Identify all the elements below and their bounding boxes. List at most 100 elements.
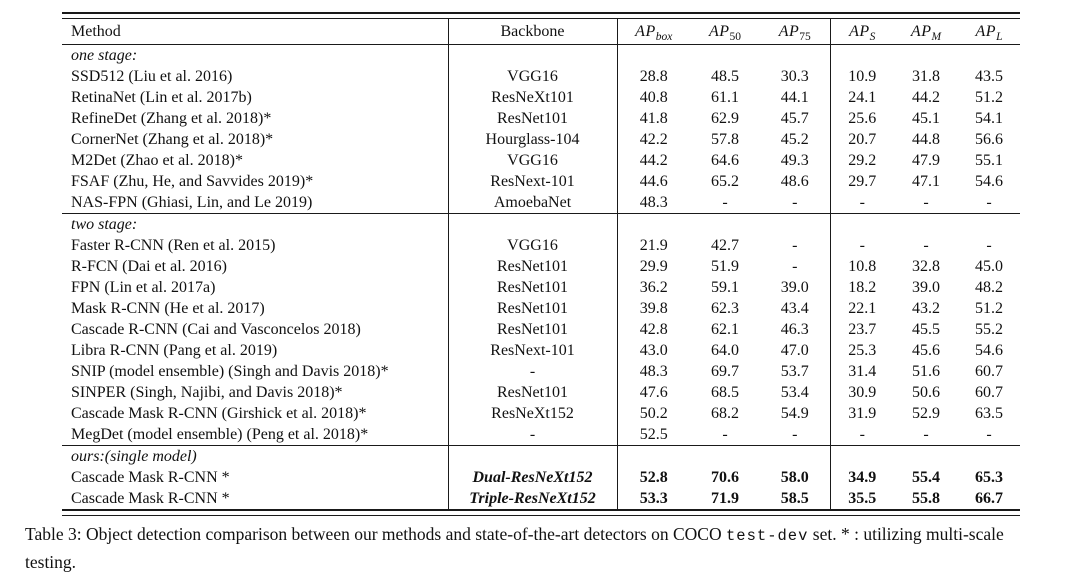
method-cell: FPN (Lin et al. 2017a) xyxy=(71,278,216,296)
value-cell: 29.9 xyxy=(639,257,668,275)
caption-text-suffix: set. * : utilizing multi-scale testing. xyxy=(25,524,1004,572)
table-row: R-FCN (Dai et al. 2016) ResNet101 29.9 51.9… xyxy=(62,256,1020,277)
empty-cell xyxy=(829,445,894,467)
empty-cell xyxy=(958,213,1020,235)
empty-cell xyxy=(690,44,760,66)
empty-cell xyxy=(894,445,958,467)
value-cell: 62.1 xyxy=(711,320,739,338)
table-row: Cascade Mask R-CNN * Dual-ResNeXt152 52.8 7… xyxy=(62,467,1020,488)
value-cell: 55.2 xyxy=(975,320,1003,338)
value-cell: 58.5 xyxy=(780,489,809,507)
value-cell: - xyxy=(986,193,992,211)
value-cell: - xyxy=(792,257,798,275)
value-cell: 53.3 xyxy=(639,489,668,507)
section-label: one stage: xyxy=(71,46,138,64)
method-cell: MegDet (model ensemble) (Peng et al. 201… xyxy=(71,425,369,443)
method-cell: M2Det (Zhao et al. 2018)* xyxy=(71,151,243,169)
caption-text-prefix: Table 3: Object detection comparison bet… xyxy=(25,524,726,544)
method-cell: Faster R-CNN (Ren et al. 2015) xyxy=(71,236,276,254)
metric-subscript: S xyxy=(869,30,876,43)
metric-subscript: 50 xyxy=(729,30,742,43)
value-cell: 22.1 xyxy=(829,298,894,319)
empty-cell xyxy=(690,213,760,235)
value-cell: - xyxy=(923,425,929,443)
value-cell: - xyxy=(792,193,798,211)
method-cell: SNIP (model ensemble) (Singh and Davis 2… xyxy=(71,362,389,380)
value-cell: 20.7 xyxy=(829,129,894,150)
value-cell: 28.8 xyxy=(639,67,668,85)
method-cell: Cascade Mask R-CNN * xyxy=(71,489,230,507)
backbone-cell: ResNext-101 xyxy=(447,340,618,361)
metric-subscript: L xyxy=(996,30,1003,43)
table-row: SINPER (Singh, Najibi, and Davis 2018)* R… xyxy=(62,382,1020,403)
method-cell: Cascade R-CNN (Cai and Vasconcelos 2018) xyxy=(71,320,361,338)
value-cell: 44.8 xyxy=(912,130,940,148)
value-cell: 25.6 xyxy=(829,108,894,129)
section-label-cell: ours:(single model) xyxy=(62,445,448,467)
section-label: two stage: xyxy=(71,215,138,233)
value-cell: 10.8 xyxy=(829,256,894,277)
backbone-cell: - xyxy=(447,424,618,446)
value-cell: - xyxy=(792,236,798,254)
value-cell: 54.1 xyxy=(975,109,1003,127)
value-cell: - xyxy=(722,425,728,443)
value-cell: 21.9 xyxy=(639,236,668,254)
value-cell: 31.9 xyxy=(829,403,894,424)
table-bottom-rule xyxy=(62,509,1020,516)
value-cell: 65.3 xyxy=(975,468,1003,486)
empty-cell xyxy=(690,445,760,467)
method-cell: NAS-FPN (Ghiasi, Lin, and Le 2019) xyxy=(71,193,313,211)
column-header-backbone: Backbone xyxy=(447,19,618,45)
metric-base: AP xyxy=(975,22,997,40)
results-table: Method Backbone APbox AP50 AP75 APS APM APL o… xyxy=(62,19,1020,509)
value-cell: 10.9 xyxy=(829,66,894,87)
column-header-ap-l: APL xyxy=(958,19,1020,45)
value-cell: 46.3 xyxy=(780,320,809,338)
value-cell: 43.2 xyxy=(912,299,940,317)
value-cell: 25.3 xyxy=(829,340,894,361)
value-cell: 31.4 xyxy=(829,361,894,382)
value-cell: 69.7 xyxy=(711,362,739,380)
table-row: M2Det (Zhao et al. 2018)* VGG16 44.2 64.6 49… xyxy=(62,150,1020,171)
value-cell: 51.9 xyxy=(711,257,739,275)
empty-cell xyxy=(617,213,690,235)
empty-cell xyxy=(447,445,618,467)
value-cell: 30.9 xyxy=(829,382,894,403)
backbone-cell: VGG16 xyxy=(447,235,618,256)
backbone-cell: Hourglass-104 xyxy=(447,129,618,150)
value-cell: 51.6 xyxy=(912,362,940,380)
method-cell: Mask R-CNN (He et al. 2017) xyxy=(71,299,265,317)
value-cell: 44.6 xyxy=(639,172,668,190)
value-cell: 45.6 xyxy=(912,341,940,359)
backbone-cell: ResNext-101 xyxy=(447,171,618,192)
backbone-cell: ResNet101 xyxy=(447,256,618,277)
table-row: FPN (Lin et al. 2017a) ResNet101 36.2 59.1 3… xyxy=(62,277,1020,298)
table-header-row: Method Backbone APbox AP50 AP75 APS APM APL xyxy=(62,19,1020,45)
value-cell: 39.0 xyxy=(780,278,809,296)
section-label: ours:(single model) xyxy=(71,447,197,465)
metric-base: AP xyxy=(708,22,730,40)
column-header-ap-m: APM xyxy=(894,19,958,45)
empty-cell xyxy=(447,213,618,235)
value-cell: 48.5 xyxy=(711,67,739,85)
column-header-ap-75: AP75 xyxy=(760,19,830,45)
table-row: CornerNet (Zhang et al. 2018)* Hourglass-… xyxy=(62,129,1020,150)
value-cell: 29.2 xyxy=(829,150,894,171)
value-cell: 66.7 xyxy=(975,489,1003,507)
value-cell: 42.2 xyxy=(639,130,668,148)
section-label-cell: one stage: xyxy=(62,44,448,66)
value-cell: - xyxy=(986,425,992,443)
caption-code-testdev: test-dev xyxy=(725,527,809,545)
value-cell: - xyxy=(792,425,798,443)
table-row: Libra R-CNN (Pang et al. 2019) ResNext-10… xyxy=(62,340,1020,361)
value-cell: 48.3 xyxy=(639,362,668,380)
table-row: RefineDet (Zhang et al. 2018)* ResNet101 4… xyxy=(62,108,1020,129)
value-cell: 63.5 xyxy=(975,404,1003,422)
section-label-cell: two stage: xyxy=(62,213,448,235)
backbone-cell: ResNeXt152 xyxy=(447,403,618,424)
empty-cell xyxy=(617,44,690,66)
empty-cell xyxy=(760,213,830,235)
backbone-cell: Dual-ResNeXt152 xyxy=(447,467,618,488)
value-cell: 53.7 xyxy=(780,362,809,380)
table-row: Cascade R-CNN (Cai and Vasconcelos 2018)… xyxy=(62,319,1020,340)
